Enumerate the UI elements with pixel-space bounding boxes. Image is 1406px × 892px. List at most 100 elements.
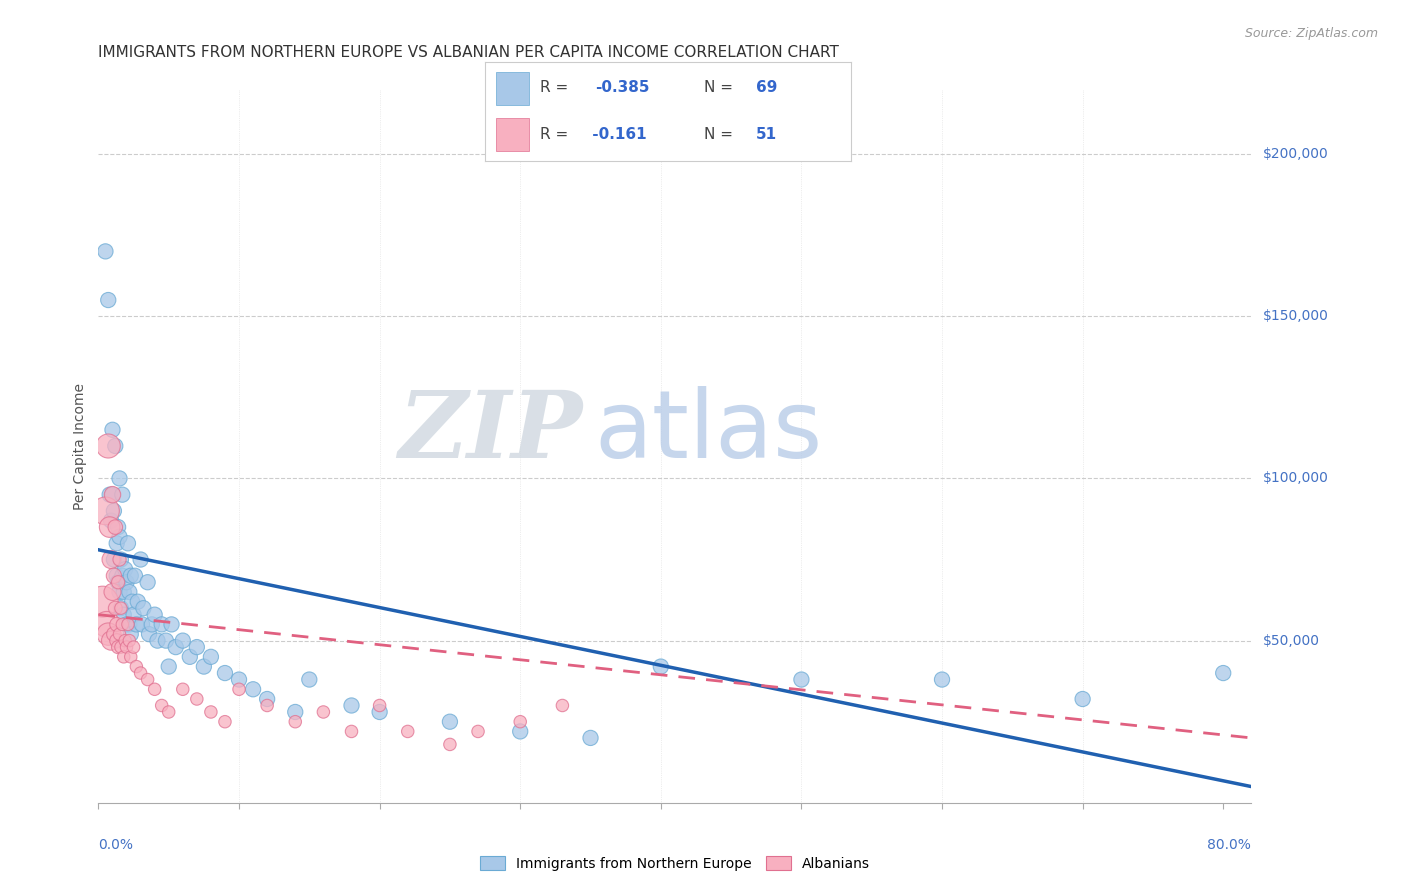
Point [165, 640, 187, 654]
FancyBboxPatch shape [496, 72, 529, 104]
Point [931, 673, 953, 687]
Point [467, 724, 489, 739]
Point [284, 705, 307, 719]
Point [103, 627, 125, 641]
Point [155, 633, 177, 648]
Point [115, 640, 138, 654]
Point [100, 552, 122, 566]
Point [104, 520, 127, 534]
Point [122, 640, 145, 654]
Text: Source: ZipAtlas.com: Source: ZipAtlas.com [1244, 27, 1378, 40]
Point [368, 705, 391, 719]
Text: $50,000: $50,000 [1263, 633, 1319, 648]
Point [101, 585, 124, 599]
Point [97, 439, 120, 453]
Legend: Immigrants from Northern Europe, Albanians: Immigrants from Northern Europe, Albania… [474, 850, 876, 876]
Point [312, 705, 335, 719]
Point [124, 568, 146, 582]
Point [94, 244, 117, 259]
Point [179, 649, 201, 664]
Point [104, 439, 127, 453]
Point [790, 673, 813, 687]
Point [132, 601, 155, 615]
Point [214, 666, 236, 681]
Point [186, 640, 208, 654]
Text: 0.0%: 0.0% [98, 838, 134, 853]
Point [650, 659, 672, 673]
Point [1212, 666, 1234, 681]
Point [105, 633, 128, 648]
Point [108, 627, 131, 641]
Text: -0.161: -0.161 [588, 127, 647, 142]
Point [112, 607, 135, 622]
Text: $150,000: $150,000 [1263, 310, 1329, 323]
Point [138, 627, 160, 641]
Point [94, 504, 117, 518]
Point [120, 627, 142, 641]
Point [100, 633, 122, 648]
Point [108, 585, 131, 599]
Point [242, 682, 264, 697]
Point [97, 627, 120, 641]
Point [111, 568, 134, 582]
Point [108, 552, 131, 566]
Point [439, 738, 461, 752]
Point [439, 714, 461, 729]
Point [122, 607, 145, 622]
Point [105, 617, 128, 632]
Point [115, 617, 138, 632]
Text: -0.385: -0.385 [595, 80, 650, 95]
Point [117, 617, 139, 632]
Point [509, 714, 531, 729]
Point [117, 536, 139, 550]
Point [104, 601, 127, 615]
Point [146, 633, 169, 648]
Point [228, 673, 250, 687]
Point [129, 552, 152, 566]
Point [127, 595, 149, 609]
Point [101, 423, 124, 437]
Text: ZIP: ZIP [398, 387, 582, 476]
Point [111, 617, 134, 632]
Point [256, 692, 278, 706]
Point [125, 617, 148, 632]
Point [118, 585, 141, 599]
Point [107, 575, 129, 590]
Point [101, 488, 124, 502]
Point [98, 520, 121, 534]
Point [115, 575, 138, 590]
Point [150, 617, 173, 632]
Point [103, 504, 125, 518]
Point [107, 520, 129, 534]
Point [101, 488, 124, 502]
Point [172, 682, 194, 697]
Point [368, 698, 391, 713]
Text: N =: N = [704, 80, 738, 95]
Point [98, 488, 121, 502]
Text: IMMIGRANTS FROM NORTHERN EUROPE VS ALBANIAN PER CAPITA INCOME CORRELATION CHART: IMMIGRANTS FROM NORTHERN EUROPE VS ALBAN… [98, 45, 839, 60]
Point [91, 595, 114, 609]
Point [110, 601, 132, 615]
Text: R =: R = [540, 127, 574, 142]
Point [108, 471, 131, 485]
Point [200, 649, 222, 664]
Point [150, 698, 173, 713]
Point [136, 673, 159, 687]
Point [120, 649, 142, 664]
Point [105, 536, 128, 550]
Point [114, 562, 136, 576]
Point [340, 698, 363, 713]
Point [157, 705, 180, 719]
Point [396, 724, 419, 739]
Point [118, 617, 141, 632]
Point [200, 705, 222, 719]
FancyBboxPatch shape [496, 119, 529, 151]
Point [111, 488, 134, 502]
Point [509, 724, 531, 739]
Point [96, 617, 118, 632]
Text: 51: 51 [755, 127, 776, 142]
Y-axis label: Per Capita Income: Per Capita Income [73, 383, 87, 509]
Point [112, 649, 135, 664]
Point [118, 633, 141, 648]
Point [110, 640, 132, 654]
